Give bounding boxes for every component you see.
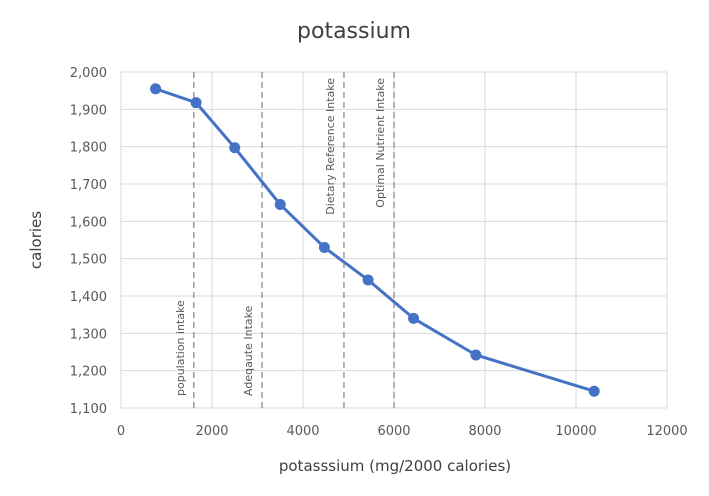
data-point [362, 274, 374, 286]
x-tick-label: 10000 [555, 424, 596, 439]
data-series [150, 83, 600, 397]
x-tick-label: 8000 [468, 424, 501, 439]
x-tick-label: 12000 [646, 424, 687, 439]
x-tick-label: 0 [117, 424, 125, 439]
y-tick-label: 1,200 [70, 365, 107, 380]
data-point [150, 83, 162, 95]
reference-line-label: Adeqaute Intake [242, 305, 255, 396]
data-point [588, 385, 600, 397]
chart-title: potassium [297, 19, 411, 44]
x-tick-label: 6000 [377, 424, 410, 439]
reference-line-label: Optimal Nutrient Intake [374, 78, 387, 208]
tick-labels: 1,100 1,200 1,300 1,400 1,500 1,600 1,700 1,800… [70, 66, 688, 439]
y-tick-label: 1,900 [70, 103, 107, 118]
y-tick-label: 1,500 [70, 253, 107, 268]
reference-lines: population intake Adeqaute Intake Dietary … [174, 72, 395, 408]
data-point [318, 241, 330, 253]
y-tick-label: 1,700 [70, 178, 107, 193]
y-tick-label: 1,300 [70, 327, 107, 342]
y-tick-label: 1,600 [70, 215, 107, 230]
data-point [408, 312, 420, 324]
y-tick-label: 1,100 [70, 402, 107, 417]
y-tick-label: 1,800 [70, 141, 107, 156]
x-tick-label: 4000 [286, 424, 319, 439]
reference-line-label: Dietary Reference Intake [324, 78, 337, 215]
data-point [190, 97, 202, 109]
y-axis-title: calories [27, 211, 45, 269]
x-axis-title: potasssium (mg/2000 calories) [279, 457, 511, 475]
data-point [274, 199, 286, 211]
y-tick-label: 1,400 [70, 290, 107, 305]
reference-line-label: population intake [174, 300, 187, 396]
y-tick-label: 2,000 [70, 66, 107, 81]
data-point [470, 349, 482, 361]
x-tick-label: 2000 [195, 424, 228, 439]
data-point [229, 142, 241, 154]
